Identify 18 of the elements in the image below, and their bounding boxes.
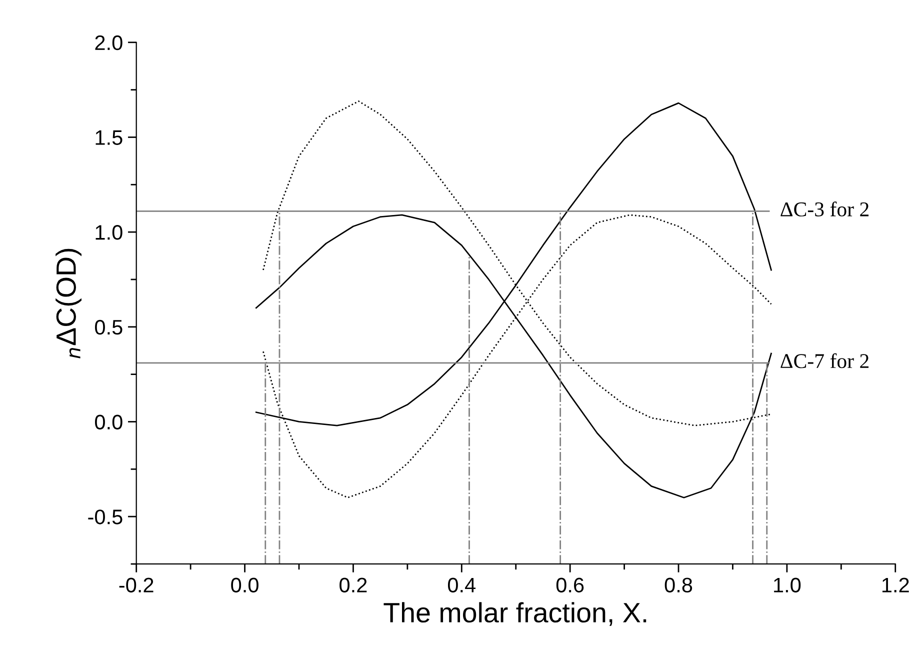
y-tick-label: 1.0 bbox=[96, 225, 122, 240]
y-tick-label: -0.5 bbox=[88, 510, 122, 524]
y-tick-label: 0.0 bbox=[95, 414, 122, 430]
x-axis-title: The molar fraction, X. bbox=[384, 602, 646, 626]
x-tick-label: 0.0 bbox=[231, 578, 258, 592]
x-tick-label: 1.2 bbox=[882, 578, 909, 592]
y-tick-label: 2.0 bbox=[95, 35, 122, 50]
series-label: ΔC-3 for 2 bbox=[780, 202, 869, 216]
x-tick-label: 0.2 bbox=[340, 578, 367, 592]
y-tick-label: 1.5 bbox=[96, 130, 122, 145]
x-tick-label: 0.4 bbox=[448, 578, 476, 592]
x-tick-label: 1.0 bbox=[774, 578, 801, 592]
x-tick-label: 0.6 bbox=[556, 578, 584, 592]
series-label: ΔC-7 for 2 bbox=[780, 353, 869, 368]
y-tick-label: 0.5 bbox=[95, 320, 122, 335]
x-tick-label: -0.2 bbox=[119, 578, 154, 592]
x-tick-label: 0.8 bbox=[664, 578, 692, 592]
y-axis-title: $_{n}$ΔC(OD) bbox=[56, 248, 82, 358]
